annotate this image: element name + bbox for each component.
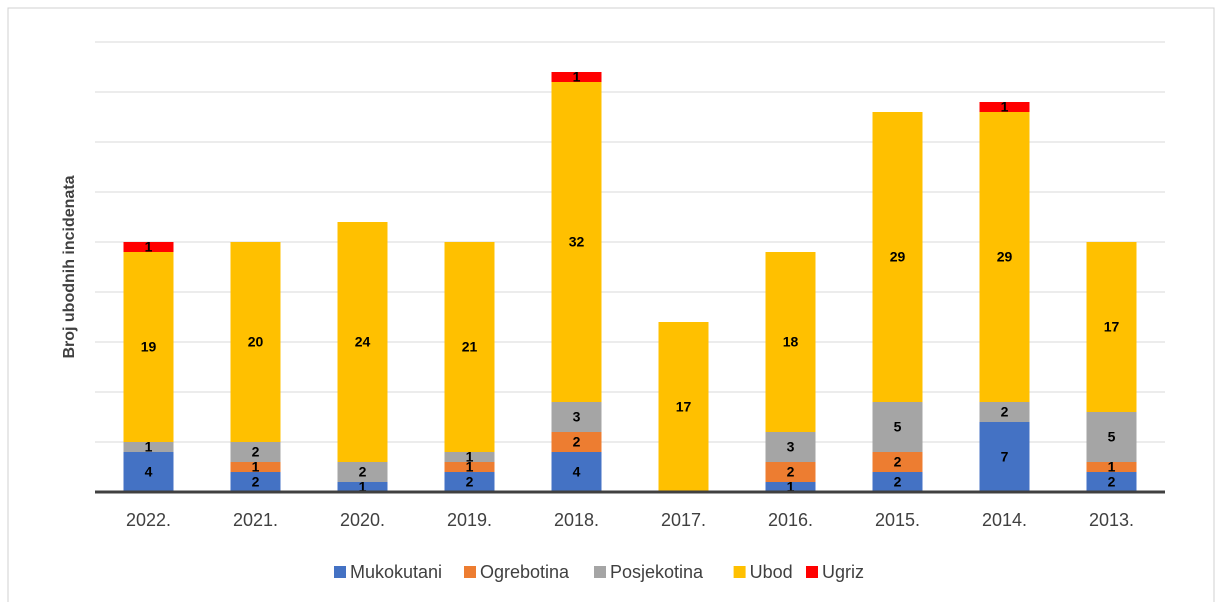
data-label: 1 xyxy=(1108,459,1116,475)
bar-segment xyxy=(230,442,281,462)
data-label: 17 xyxy=(676,399,692,415)
bar-segment xyxy=(551,82,602,402)
data-label: 1 xyxy=(359,479,367,495)
data-label: 3 xyxy=(787,439,795,455)
data-label: 2 xyxy=(787,464,795,480)
bar-segment xyxy=(658,322,709,492)
legend-label: Mukokutani xyxy=(350,562,442,582)
bar-segment xyxy=(1086,472,1137,492)
data-label: 3 xyxy=(573,409,581,425)
data-label: 1 xyxy=(1001,99,1009,115)
bar-segment xyxy=(444,472,495,492)
data-label: 1 xyxy=(466,459,474,475)
bar-segment xyxy=(872,472,923,492)
data-label: 4 xyxy=(573,464,581,480)
bar-segment xyxy=(230,242,281,442)
legend-label: Ubod xyxy=(750,562,793,582)
data-label: 1 xyxy=(252,459,260,475)
bar-segment xyxy=(765,252,816,432)
data-label: 2 xyxy=(252,474,260,490)
legend-swatch xyxy=(594,566,606,578)
data-label: 1 xyxy=(573,69,581,85)
data-label: 19 xyxy=(141,339,157,355)
bar-segment xyxy=(444,462,495,472)
bar-segment xyxy=(765,432,816,462)
data-label: 32 xyxy=(569,234,585,250)
data-label: 2 xyxy=(252,444,260,460)
bar-segment xyxy=(551,452,602,492)
x-tick-label: 2013. xyxy=(1089,510,1134,530)
legend-label: Posjekotina xyxy=(610,562,704,582)
x-tick-label: 2019. xyxy=(447,510,492,530)
bar-segment xyxy=(337,222,388,462)
bar-segment xyxy=(1086,462,1137,472)
bar-segment xyxy=(123,452,174,492)
data-label: 7 xyxy=(1001,449,1009,465)
data-label: 29 xyxy=(997,249,1013,265)
bar-segment xyxy=(337,482,388,492)
bar-segment xyxy=(230,472,281,492)
chart-border xyxy=(7,7,1215,607)
data-label: 1 xyxy=(145,439,153,455)
data-label: 24 xyxy=(355,334,371,350)
y-axis-label: Broj ubodnih incidenata xyxy=(61,175,78,358)
legend-label: Ugriz xyxy=(822,562,864,582)
data-label: 2 xyxy=(1108,474,1116,490)
x-tick-label: 2021. xyxy=(233,510,278,530)
bar-segment xyxy=(765,482,816,492)
x-tick-label: 2020. xyxy=(340,510,385,530)
bar-segment xyxy=(123,442,174,452)
data-label: 21 xyxy=(462,339,478,355)
bar-segment xyxy=(872,402,923,452)
data-label: 2 xyxy=(894,474,902,490)
bar-segment xyxy=(444,242,495,452)
bar-segment xyxy=(979,112,1030,402)
data-label: 1 xyxy=(466,449,474,465)
data-label: 2 xyxy=(894,454,902,470)
data-label: 17 xyxy=(1104,319,1120,335)
data-label: 2 xyxy=(466,474,474,490)
bar-segment xyxy=(123,242,174,252)
data-label: 20 xyxy=(248,334,264,350)
x-tick-label: 2018. xyxy=(554,510,599,530)
bar-segment xyxy=(551,72,602,82)
bar-segment xyxy=(1086,412,1137,462)
data-label: 1 xyxy=(145,239,153,255)
legend-swatch xyxy=(334,566,346,578)
bar-segment xyxy=(979,402,1030,422)
bar-segment xyxy=(765,462,816,482)
legend-swatch xyxy=(464,566,476,578)
legend-label: Ogrebotina xyxy=(480,562,570,582)
bar-segment xyxy=(551,432,602,452)
bar-segment xyxy=(337,462,388,482)
data-label: 29 xyxy=(890,249,906,265)
x-tick-label: 2017. xyxy=(661,510,706,530)
data-label: 2 xyxy=(1001,404,1009,420)
legend-swatch xyxy=(733,566,746,578)
data-label: 2 xyxy=(359,464,367,480)
bar-segment xyxy=(1086,242,1137,412)
bar-segment xyxy=(551,402,602,432)
data-label: 4 xyxy=(145,464,153,480)
x-tick-label: 2016. xyxy=(768,510,813,530)
data-label: 1 xyxy=(787,479,795,495)
x-tick-label: 2015. xyxy=(875,510,920,530)
data-label: 5 xyxy=(1108,429,1116,445)
bar-segment xyxy=(979,422,1030,492)
bar-segment xyxy=(230,462,281,472)
data-label: 18 xyxy=(783,334,799,350)
bar-segment xyxy=(872,112,923,402)
data-label: 2 xyxy=(573,434,581,450)
data-label: 5 xyxy=(894,419,902,435)
x-tick-label: 2022. xyxy=(126,510,171,530)
bar-segment xyxy=(123,252,174,442)
legend-swatch xyxy=(806,566,818,578)
bar-segment xyxy=(872,452,923,472)
bar-segment xyxy=(444,452,495,462)
x-tick-label: 2014. xyxy=(982,510,1027,530)
bar-segment xyxy=(979,102,1030,112)
